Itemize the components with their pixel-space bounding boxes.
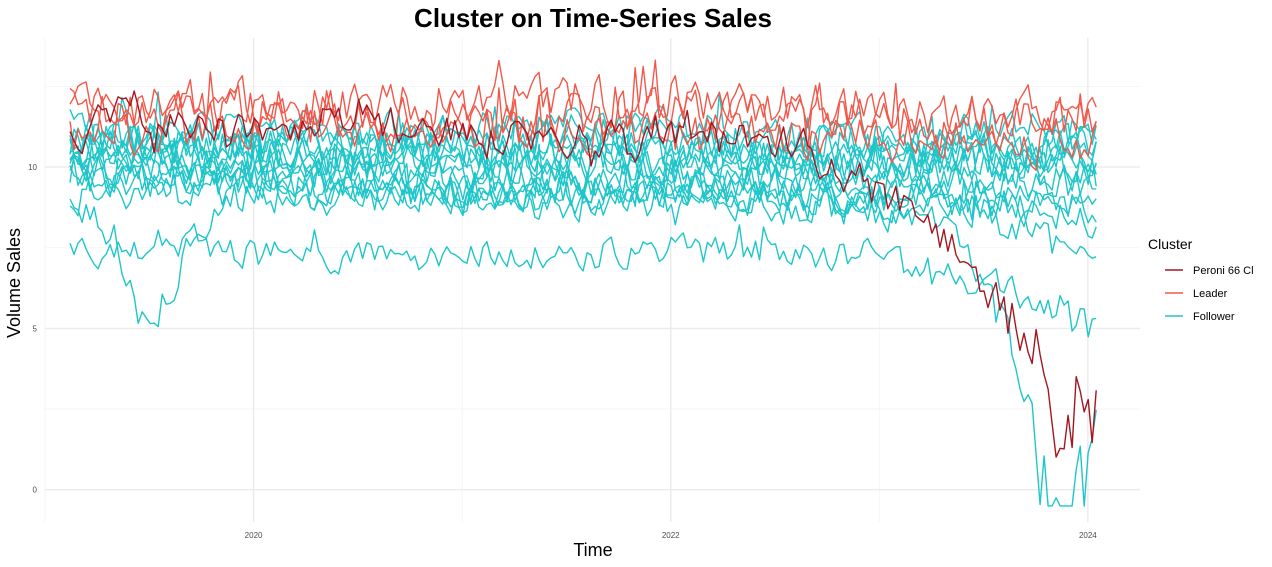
x-tick-label: 2022: [662, 531, 680, 540]
series-line-follower: [69, 175, 1097, 507]
legend-label: Follower: [1193, 311, 1235, 323]
legend-entry: Leader: [1165, 288, 1228, 300]
series-line-follower: [69, 123, 1097, 187]
series-line-follower: [69, 91, 1097, 162]
series-line-follower: [69, 157, 1097, 239]
series-line-follower: [69, 134, 1097, 216]
axes: 2020 2022 2024 0 5 10: [28, 163, 1097, 540]
x-tick-label: 2020: [245, 531, 263, 540]
y-axis-title: Volume Sales: [4, 228, 24, 338]
legend-entries: Peroni 66 Cl Leader Follower: [1165, 265, 1254, 323]
legend-entry: Follower: [1165, 311, 1235, 323]
legend-label: Leader: [1193, 288, 1228, 300]
legend-title: Cluster: [1148, 236, 1193, 252]
legend: Cluster Peroni 66 Cl Leader Follower: [1148, 236, 1254, 323]
series-line-leader: [69, 87, 1097, 171]
series-lines: [69, 59, 1097, 507]
series-line-peroni-66-cl: [69, 90, 1097, 458]
series-line-follower: [69, 162, 1097, 224]
series-line-leader: [69, 65, 1097, 152]
series-line-follower: [69, 223, 1097, 338]
legend-entry: Peroni 66 Cl: [1165, 265, 1254, 277]
x-tick-label: 2024: [1079, 531, 1097, 540]
series-line-follower: [69, 140, 1097, 259]
x-axis-title: Time: [573, 540, 612, 560]
series-line-leader: [69, 59, 1097, 137]
series-line-follower: [69, 109, 1097, 185]
series-line-follower: [69, 119, 1097, 185]
y-tick-label: 5: [33, 324, 38, 333]
legend-label: Peroni 66 Cl: [1193, 265, 1254, 277]
y-tick-label: 10: [28, 163, 37, 172]
y-tick-label: 0: [33, 486, 38, 495]
chart-title: Cluster on Time-Series Sales: [414, 3, 772, 33]
